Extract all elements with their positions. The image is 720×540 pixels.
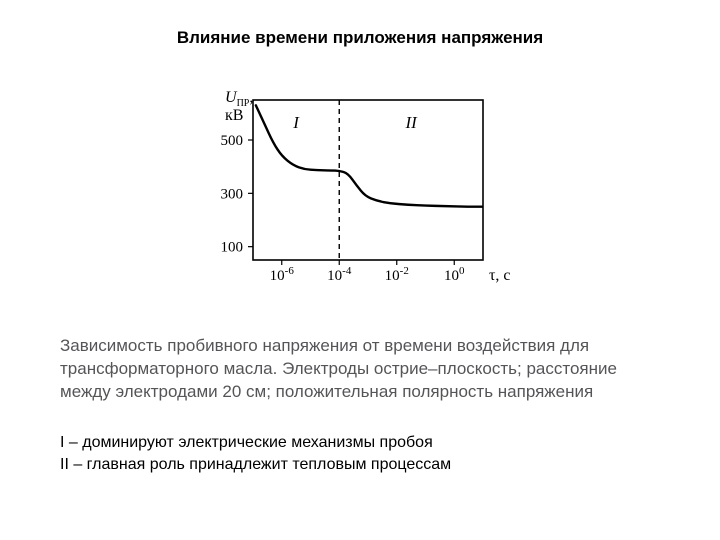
figure-caption: Зависимость пробивного напряжения от вре… bbox=[60, 335, 670, 404]
svg-text:10-6: 10-6 bbox=[270, 265, 295, 284]
svg-text:300: 300 bbox=[221, 186, 244, 202]
page-title: Влияние времени приложения напряжения bbox=[0, 28, 720, 48]
svg-text:500: 500 bbox=[221, 133, 244, 149]
svg-text:10-2: 10-2 bbox=[385, 265, 409, 284]
legend-line-1: I – доминируют электрические механизмы п… bbox=[60, 432, 660, 454]
breakdown-voltage-chart: 10030050010-610-410-2100UПР,кВτ, сIII bbox=[205, 90, 515, 310]
svg-text:II: II bbox=[404, 113, 418, 132]
svg-text:100: 100 bbox=[221, 240, 244, 256]
svg-text:100: 100 bbox=[444, 265, 465, 284]
legend-line-2: II – главная роль принадлежит тепловым п… bbox=[60, 454, 660, 476]
svg-text:10-4: 10-4 bbox=[327, 265, 352, 284]
chart-svg: 10030050010-610-410-2100UПР,кВτ, сIII bbox=[205, 90, 515, 310]
svg-text:τ, с: τ, с bbox=[489, 267, 511, 284]
region-legend: I – доминируют электрические механизмы п… bbox=[60, 432, 660, 475]
svg-text:кВ: кВ bbox=[225, 107, 243, 124]
